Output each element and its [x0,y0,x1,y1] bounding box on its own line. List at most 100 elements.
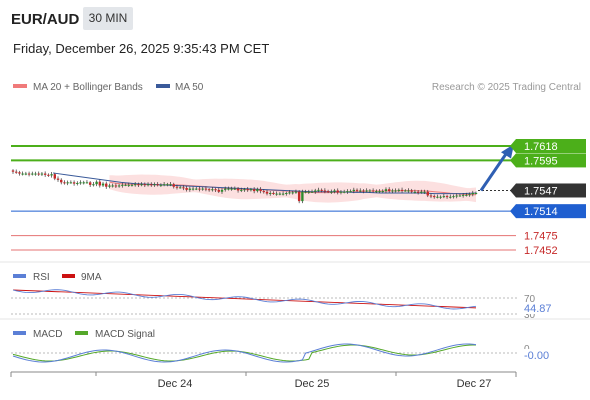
macd-value-bg [518,349,554,361]
candle-body [175,186,179,188]
candle-body [172,184,175,187]
candle-body [269,192,272,194]
candle-body [117,185,121,187]
candle-body [452,196,455,198]
candle-body [182,187,185,189]
candle-body [278,193,282,195]
candle-body [301,191,304,202]
level-tag-text: 1.7547 [524,185,558,197]
rsi-ma-path [12,289,477,309]
level-tag-1.7595 [516,153,586,168]
rsi-ma-legend-label: 9MA [81,272,102,283]
level-tag-1.7514 [516,204,586,219]
candle-body [291,192,294,194]
candle-body [191,188,195,190]
candle-body [108,185,111,187]
candle-body [304,191,307,193]
level-label-1.7475: 1.7475 [524,231,558,243]
macd-signal-path [12,344,477,362]
level-tags: 1.7618 1.7595 1.7547 1.7514 1.7475 1.7452 [510,139,586,257]
candle-body [63,182,66,184]
candle-body [18,172,21,174]
candle-body [98,181,102,186]
x-tick-label: Dec 27 [457,378,492,390]
macd-signal-legend-swatch [75,331,88,335]
candle-body [217,189,220,192]
rsi-value-bg [518,302,558,314]
candle-body [130,184,134,186]
candle-body [69,182,73,184]
candle-body [355,189,359,191]
candle-body [458,195,462,197]
candlesticks [11,169,478,204]
candle-body [445,196,449,198]
candle-body [37,173,40,175]
candle-body [394,190,397,192]
candle-body [423,191,426,193]
rsi-value-label: 44.87 [524,303,552,315]
candle-body [387,189,391,192]
candle-body [159,184,163,186]
candle-body [449,196,452,198]
candle-body [368,190,372,192]
candle-body [114,185,118,187]
candle-body [53,174,56,179]
copyright-label: Research © 2025 Trading Central [432,82,581,93]
x-ticks: Dec 24 Dec 25 Dec 27 [158,378,492,390]
candle-body [297,191,301,202]
rsi-70-label: 70 [524,294,536,305]
candle-body [275,193,278,195]
candle-body [465,194,468,196]
ma20-legend-label: MA 20 + Bollinger Bands [33,82,143,93]
candle-body [426,191,429,196]
rsi-legend-label: RSI [33,272,50,283]
candle-body [249,189,253,191]
candle-body [198,188,201,190]
ma50-line [52,172,477,195]
candle-body [88,182,92,185]
rsi-lines [12,289,477,310]
datetime-label: Friday, December 26, 2025 9:35:43 PM CET [13,41,270,56]
candle-body [349,191,352,193]
candle-body [362,190,365,192]
candle-body [47,174,50,176]
candle-body [468,194,471,196]
candle-body [400,189,404,191]
candle-body [85,182,89,184]
candle-body [323,190,327,192]
candle-body [265,191,269,194]
candle-body [24,173,28,175]
rsi-ma-legend-swatch [62,274,75,278]
candle-body [285,192,288,194]
candle-body [31,173,34,175]
candle-body [214,189,217,191]
level-tag-text: 1.7618 [524,141,558,153]
candle-body [50,174,53,176]
timeframe-badge[interactable]: 30 MIN [83,7,133,30]
candle-body [224,188,227,190]
candle-body [436,196,439,198]
candle-body [220,189,224,192]
candle-body [169,184,172,186]
candle-body [56,178,60,180]
candle-body [310,191,314,193]
candle-body [79,182,82,184]
candle-body [188,188,192,190]
macd-path [12,343,477,363]
candle-body [207,189,211,191]
candle-body [185,187,188,190]
candle-body [365,190,368,192]
candle-body [101,183,105,186]
candle-body [333,190,336,192]
candle-body [256,189,259,192]
candle-body [121,184,124,186]
candle-body [40,173,44,175]
candle-body [314,190,317,192]
candle-body [330,191,333,193]
candle-body [66,182,69,184]
candle-body [339,191,343,193]
candle-body [381,191,384,193]
candle-body [391,190,394,192]
candle-body [133,184,137,186]
